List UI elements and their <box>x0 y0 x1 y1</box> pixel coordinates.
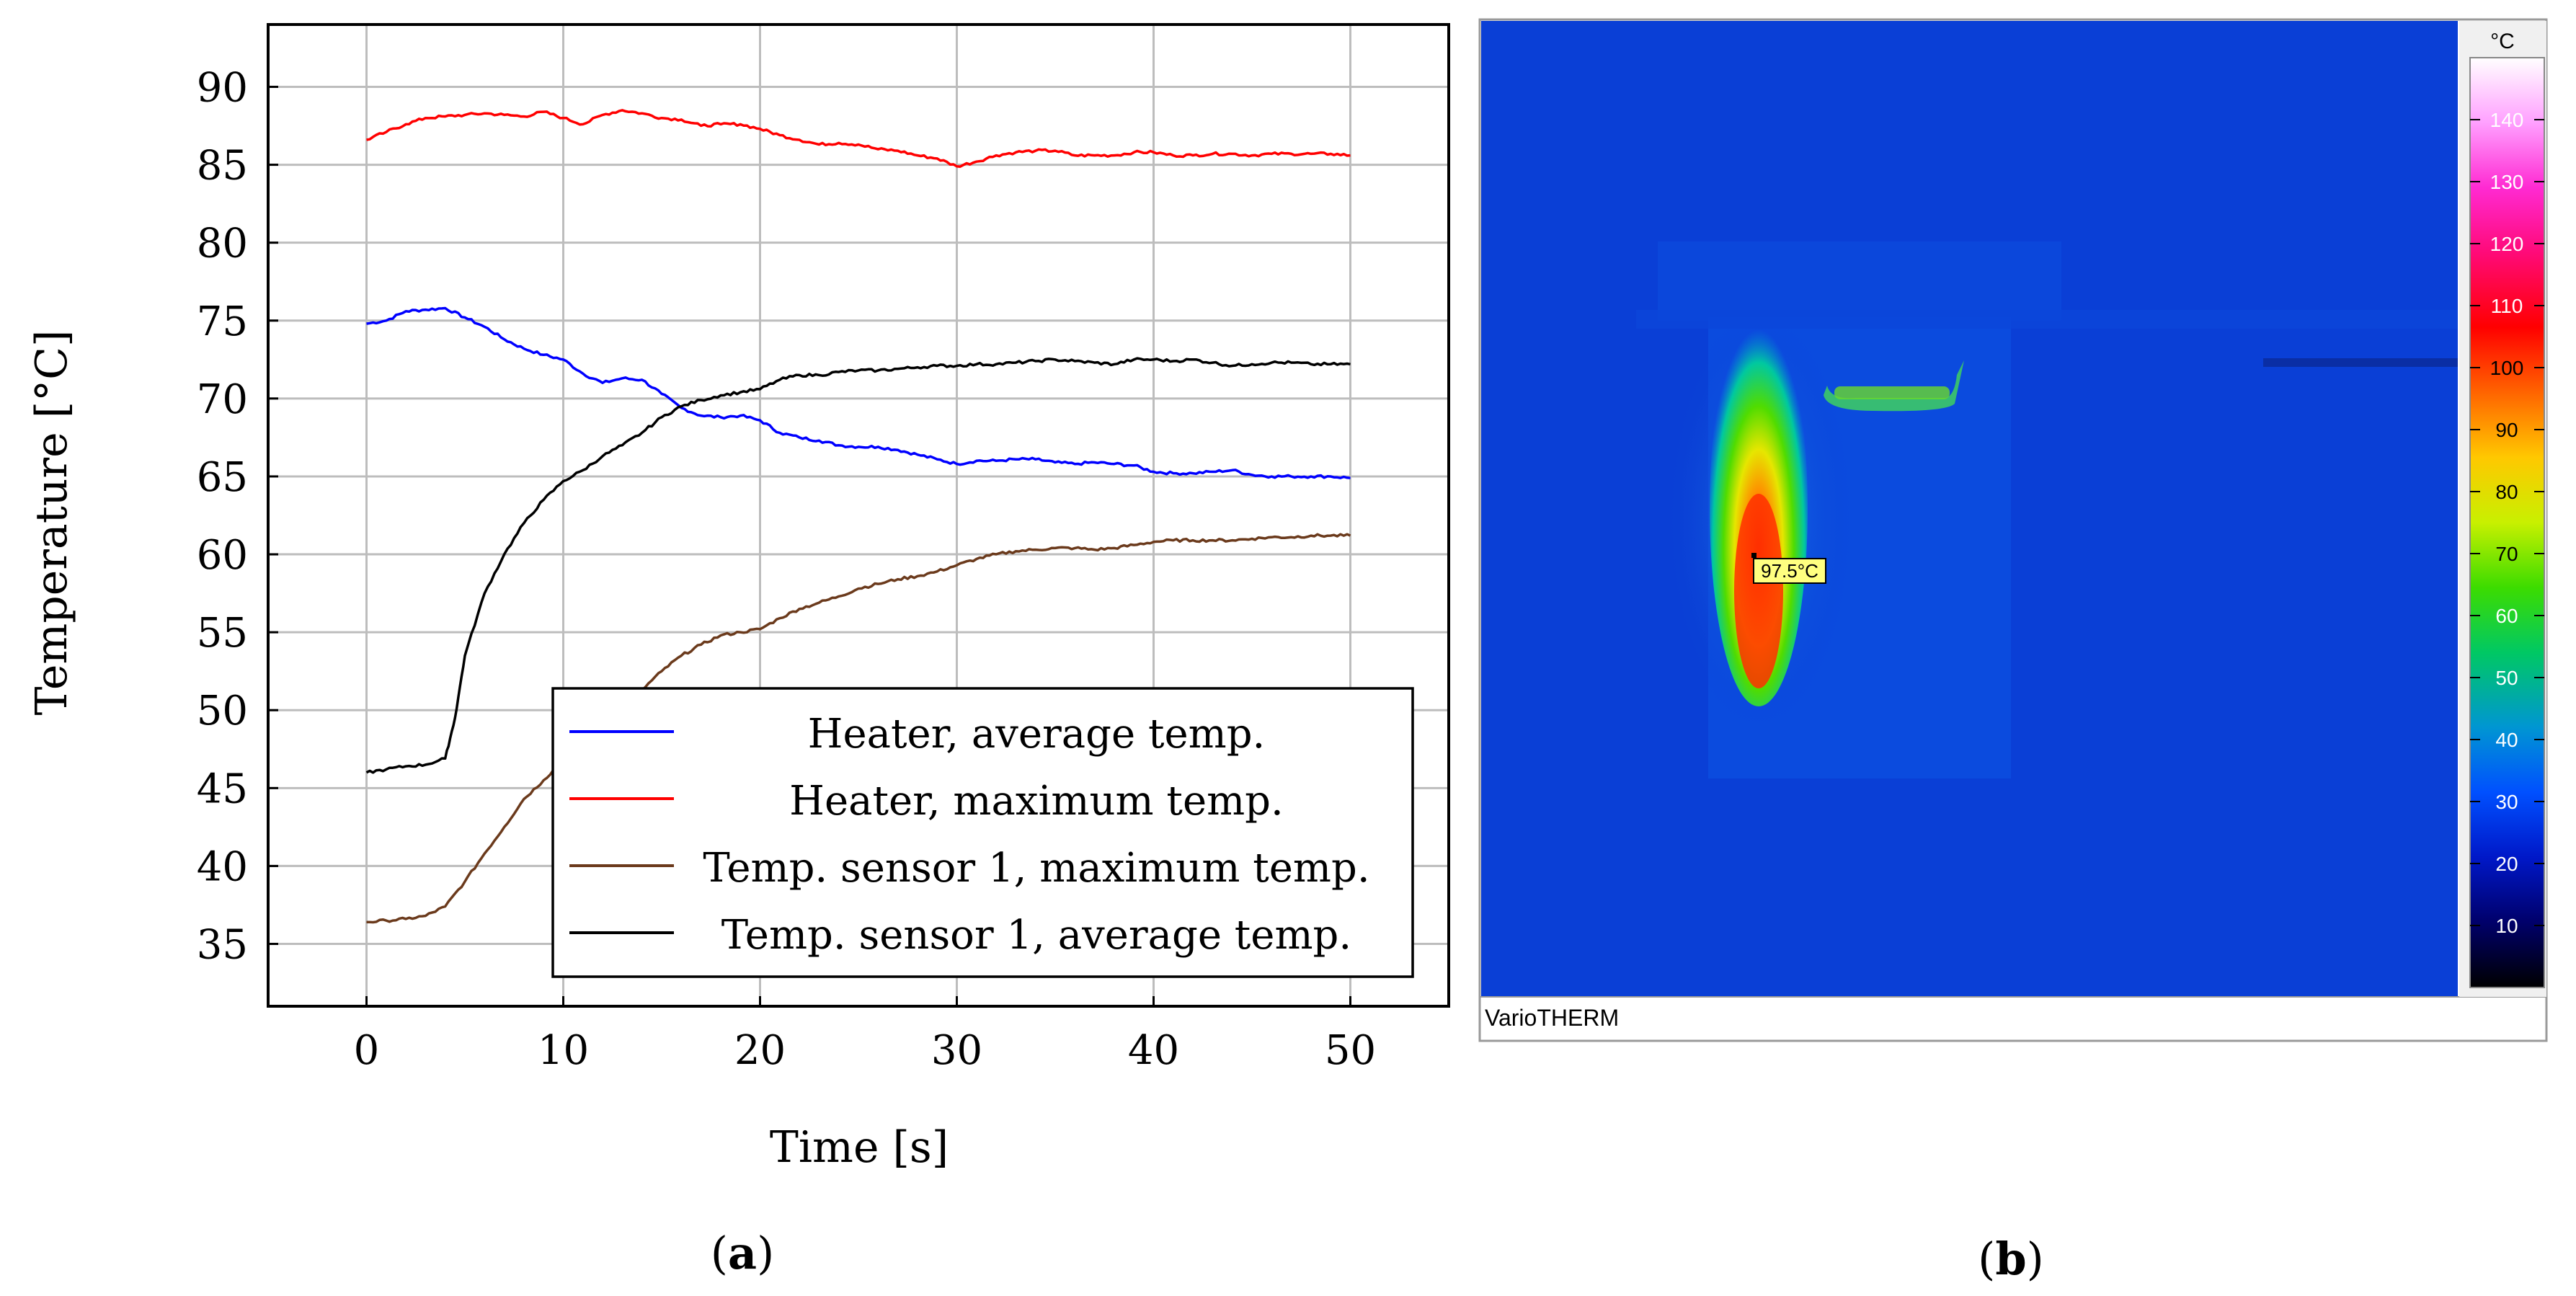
y-tick-label: 70 <box>197 376 248 423</box>
colorbar-tick-label: 100 <box>2490 357 2524 379</box>
y-tick-label: 45 <box>197 765 248 812</box>
series-line-2 <box>366 109 1351 168</box>
colorbar-tick-label: 90 <box>2495 419 2518 441</box>
legend-label-2: Heater, maximum temp. <box>789 778 1284 825</box>
y-tick-label: 35 <box>197 922 248 969</box>
y-tick-label: 60 <box>197 532 248 579</box>
spot-marker <box>1751 553 1756 558</box>
legend-box <box>551 687 1414 978</box>
series-line-3 <box>366 533 1351 924</box>
colorbar-tick-label: 80 <box>2495 481 2518 503</box>
plot-frame <box>267 23 1450 1008</box>
series-line-4 <box>365 357 1351 774</box>
colorbar-tick-label: 10 <box>2495 915 2518 937</box>
x-axis-label: Time [s] <box>770 1122 949 1173</box>
y-tick-label: 65 <box>197 454 248 501</box>
y-tick-label: 75 <box>197 298 248 345</box>
legend: Heater, average temp. Heater, maximum tem… <box>551 687 1414 978</box>
colorbar <box>2469 57 2545 988</box>
x-tick-label: 0 <box>354 1027 380 1074</box>
colorbar-unit: °C <box>2490 30 2515 53</box>
right-probe <box>2263 358 2458 367</box>
panel-b-thermal-image: 97.5°C VarioTHERM °C 1020304050607080901… <box>1478 18 2548 1042</box>
series-group <box>365 109 1351 924</box>
colorbar-tick-label: 20 <box>2495 853 2518 875</box>
y-tick-label: 40 <box>197 843 248 890</box>
colorbar-tick-label: 110 <box>2491 295 2523 317</box>
grid-lines <box>268 25 1449 1006</box>
x-tick-label: 10 <box>538 1027 589 1074</box>
mount-plate <box>1658 241 2061 321</box>
colorbar-tick-label: 40 <box>2495 729 2518 751</box>
legend-label-1: Heater, average temp. <box>808 711 1266 758</box>
legend-label-4: Temp. sensor 1, average temp. <box>721 912 1351 959</box>
x-tick-label: 40 <box>1128 1027 1179 1074</box>
colorbar-tick-label: 30 <box>2495 791 2518 813</box>
software-label: VarioTHERM <box>1485 1005 1619 1031</box>
colorbar-tick-label: 130 <box>2490 171 2524 193</box>
y-tick-label: 50 <box>197 688 248 734</box>
colorbar-tick-label: 120 <box>2490 233 2524 255</box>
panel-a-line-chart: 0 10 20 30 40 50 35 40 45 50 55 60 65 70 75 80 85 90 Tim… <box>27 23 1450 1279</box>
y-axis-ticks: 35 40 45 50 55 60 65 70 75 80 85 90 <box>197 64 278 969</box>
x-tick-label: 20 <box>734 1027 786 1074</box>
panel-label-a: (a) <box>711 1227 775 1279</box>
spot-label: 97.5°C <box>1761 560 1818 582</box>
spot-label-box <box>1753 558 1826 584</box>
panel-label-b: (b) <box>1978 1233 2044 1285</box>
colorbar-tick-label: 70 <box>2495 543 2518 565</box>
y-tick-label: 80 <box>197 221 248 267</box>
y-tick-label: 85 <box>197 143 248 190</box>
series-line-1 <box>366 306 1351 479</box>
x-tick-label: 30 <box>931 1027 982 1074</box>
sensor-strip-core <box>1834 386 1950 399</box>
colorbar-ticks: 10 20 30 40 50 60 70 80 90 100 110 120 130 140 <box>2470 109 2544 937</box>
colorbar-tick-label: 50 <box>2495 667 2518 689</box>
heater-core <box>1734 494 1783 688</box>
x-axis-ticks: 0 10 20 30 40 50 <box>354 996 1376 1074</box>
x-tick-label: 50 <box>1325 1027 1376 1074</box>
y-tick-label: 55 <box>197 610 248 657</box>
legend-label-3: Temp. sensor 1, maximum temp. <box>703 845 1369 892</box>
colorbar-tick-label: 60 <box>2495 605 2518 627</box>
colorbar-tick-label: 140 <box>2490 109 2524 131</box>
y-axis-label: Temperature [°C] <box>27 330 77 716</box>
y-tick-label: 90 <box>197 64 248 111</box>
